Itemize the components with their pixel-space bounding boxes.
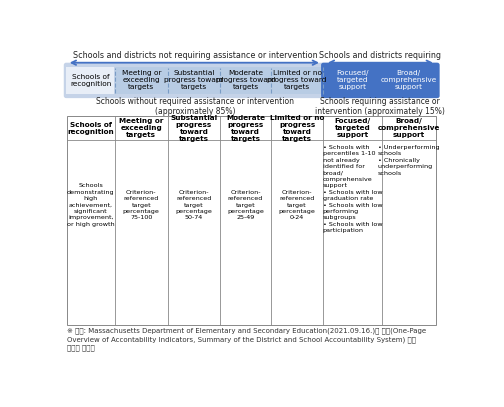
Text: Schools
demonstrating
high
achievement,
significant
improvement,
or high growth: Schools demonstrating high achievement, … [67,184,115,227]
Text: Focused/
targeted
support: Focused/ targeted support [334,118,370,138]
Text: Substantial
progress toward
targets: Substantial progress toward targets [164,70,224,90]
Text: Moderate
progress
toward
targets: Moderate progress toward targets [226,115,265,142]
Text: Broad/
comprehensive
support: Broad/ comprehensive support [377,118,440,138]
Text: Criterion-
referenced
target
percentage
50-74: Criterion- referenced target percentage … [175,190,212,221]
Text: Meeting or
exceeding
targets: Meeting or exceeding targets [121,70,161,90]
Bar [168,67,220,94]
Text: Meeting or
exceeding
targets: Meeting or exceeding targets [119,118,163,138]
Text: Limited or no
progress
toward
targets: Limited or no progress toward targets [270,115,324,142]
Bar [66,67,114,94]
FancyBboxPatch shape [64,63,439,98]
Text: Schools and districts not requiring assistance or intervention: Schools and districts not requiring assi… [73,51,318,60]
Text: Moderate
progress toward
targets: Moderate progress toward targets [216,70,275,90]
Text: ※ 출잘: Massachusetts Department of Elementary and Secondary Education(2021.09.16.: ※ 출잘: Massachusetts Department of Elemen… [67,328,426,351]
Bar [67,116,436,325]
Text: Schools requiring assistance or
intervention (approximately 15%): Schools requiring assistance or interven… [314,97,445,116]
Text: Criterion-
referenced
target
percentage
75-100: Criterion- referenced target percentage … [123,190,160,221]
Bar [271,67,324,94]
Text: Substantial
progress
toward
targets: Substantial progress toward targets [170,115,218,142]
Text: Limited or no
progress toward
targets: Limited or no progress toward targets [267,70,327,90]
Text: • Underperforming
schools
• Chronically
underperforming
schools: • Underperforming schools • Chronically … [378,145,439,176]
Text: Schools and districts requiring
assistance or intervention: Schools and districts requiring assistan… [319,51,440,70]
Bar [220,67,271,94]
Text: Criterion-
referenced
target
percentage
0-24: Criterion- referenced target percentage … [279,190,316,221]
Text: Schools without required assistance or intervention
(approximately 85%): Schools without required assistance or i… [96,97,294,116]
Text: Schools of
recognition: Schools of recognition [70,74,111,87]
FancyBboxPatch shape [321,63,439,98]
Text: • Schools with
percentiles 1-10
not already
identified for
broad/
comprehensive
: • Schools with percentiles 1-10 not alre… [323,145,382,233]
Text: Criterion-
referenced
target
percentage
25-49: Criterion- referenced target percentage … [227,190,264,221]
Text: Focused/
targeted
support: Focused/ targeted support [336,70,369,90]
Text: Broad/
comprehensive
support: Broad/ comprehensive support [381,70,437,90]
Text: Schools of
recognition: Schools of recognition [68,122,114,135]
Bar [115,67,168,94]
